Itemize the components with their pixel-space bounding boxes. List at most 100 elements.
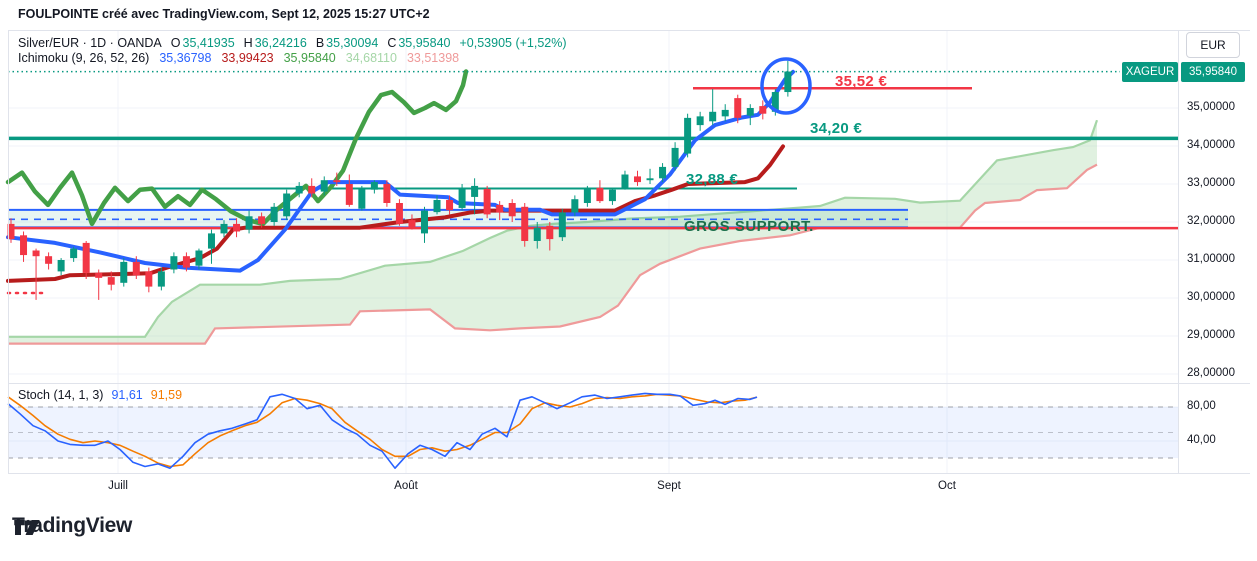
candle bbox=[746, 108, 754, 116]
stoch-axis-label: 40,00 bbox=[1187, 434, 1216, 446]
circle-annotation[interactable] bbox=[760, 57, 812, 115]
stochastic-pane[interactable] bbox=[7, 392, 1178, 470]
candle bbox=[420, 210, 428, 234]
tradingview-footer[interactable]: TradingView bbox=[12, 514, 132, 538]
price-markers bbox=[6, 70, 1120, 295]
candle bbox=[95, 272, 103, 278]
candle bbox=[258, 216, 266, 224]
open-value: O 35,41935 bbox=[170, 36, 235, 50]
candle bbox=[107, 277, 115, 285]
candle bbox=[132, 261, 140, 276]
candle bbox=[696, 116, 704, 126]
chikou-line bbox=[5, 69, 469, 227]
candle bbox=[195, 250, 203, 266]
candle bbox=[295, 185, 303, 194]
watermark-text: FOULPOINTE créé avec TradingView.com, Se… bbox=[18, 7, 430, 21]
candle bbox=[283, 193, 291, 217]
candle bbox=[358, 187, 366, 209]
candle bbox=[395, 203, 403, 224]
candle bbox=[571, 199, 579, 213]
symbol-legend[interactable]: Silver/EUR · 1D · OANDA O 35,41935 H 36,24… bbox=[18, 36, 567, 50]
candle bbox=[496, 204, 504, 213]
price-axis-label: 33,00000 bbox=[1187, 177, 1235, 189]
candle bbox=[771, 92, 779, 112]
stoch-k-line bbox=[7, 392, 758, 470]
candle bbox=[533, 227, 541, 241]
low-value: B 35,30094 bbox=[315, 36, 379, 50]
candle bbox=[370, 182, 378, 190]
last-price-badge: 35,95840 bbox=[1181, 62, 1245, 82]
stoch-legend[interactable]: Stoch (14, 1, 3) 91,61 91,59 bbox=[18, 388, 182, 402]
time-axis-label: Sept bbox=[657, 480, 681, 492]
tenkan-line bbox=[6, 69, 795, 273]
time-axis-label: Juill bbox=[108, 480, 128, 492]
candle bbox=[446, 199, 454, 211]
candle bbox=[646, 178, 654, 181]
candle bbox=[759, 106, 767, 114]
candle bbox=[20, 235, 28, 256]
candle bbox=[684, 117, 692, 154]
candle bbox=[182, 256, 190, 268]
price-axis-label: 31,00000 bbox=[1187, 253, 1235, 265]
candle bbox=[320, 180, 328, 192]
symbol-title[interactable]: Silver/EUR · 1D · OANDA bbox=[18, 36, 162, 50]
candle bbox=[558, 212, 566, 238]
candle bbox=[207, 233, 215, 249]
candle bbox=[583, 187, 591, 203]
stoch-axis-label: 80,00 bbox=[1187, 400, 1216, 412]
candle bbox=[734, 98, 742, 118]
candle bbox=[245, 216, 253, 230]
candle bbox=[671, 147, 679, 167]
candle bbox=[546, 225, 554, 240]
level-3288-label[interactable]: 32,88 € bbox=[686, 171, 739, 188]
resistance-price-label[interactable]: 35,52 € bbox=[835, 73, 888, 90]
high-value: H 36,24216 bbox=[243, 36, 307, 50]
candle bbox=[57, 260, 65, 272]
kijun-value: 33,99423 bbox=[221, 51, 274, 65]
price-axis-label: 34,00000 bbox=[1187, 139, 1235, 151]
currency-button[interactable]: EUR bbox=[1186, 32, 1240, 58]
candle bbox=[608, 189, 616, 202]
ichimoku-legend[interactable]: Ichimoku (9, 26, 52, 26) 35,36798 33,994… bbox=[18, 51, 459, 65]
candle bbox=[659, 166, 667, 179]
candle bbox=[145, 271, 153, 287]
candle bbox=[157, 271, 165, 287]
stoch-title[interactable]: Stoch (14, 1, 3) bbox=[18, 388, 104, 402]
candle bbox=[721, 109, 729, 117]
senkou-a-line bbox=[8, 119, 1099, 338]
candle bbox=[458, 187, 466, 208]
ichimoku-title[interactable]: Ichimoku (9, 26, 52, 26) bbox=[18, 51, 150, 65]
tradingview-logo-icon bbox=[14, 519, 40, 535]
chikou-value: 35,95840 bbox=[283, 51, 336, 65]
candle bbox=[308, 185, 316, 194]
candle bbox=[634, 176, 641, 183]
candle bbox=[70, 248, 78, 259]
price-levels[interactable] bbox=[8, 86, 1178, 230]
price-axis-label: 28,00000 bbox=[1187, 367, 1235, 379]
candle bbox=[120, 261, 128, 283]
candle bbox=[345, 184, 353, 205]
time-axis-label: Août bbox=[394, 480, 418, 492]
candle bbox=[333, 180, 341, 183]
candle bbox=[471, 185, 479, 197]
candle bbox=[508, 203, 516, 217]
candle bbox=[82, 242, 90, 273]
pane-borders bbox=[8, 30, 1250, 474]
candle bbox=[521, 206, 529, 241]
symbol-price-badge: XAGEUR bbox=[1122, 62, 1178, 82]
candlestick-series[interactable] bbox=[7, 60, 792, 300]
candle bbox=[433, 199, 441, 213]
price-axis-label: 32,00000 bbox=[1187, 215, 1235, 227]
watermark-bar: FOULPOINTE créé avec TradingView.com, Se… bbox=[18, 7, 430, 21]
close-value: C 35,95840 bbox=[387, 36, 451, 50]
candle bbox=[7, 223, 15, 240]
support-zone-label[interactable]: GROS SUPPORT. bbox=[684, 218, 814, 235]
candle bbox=[170, 256, 178, 270]
senkou-a-value: 34,68110 bbox=[345, 51, 397, 65]
candle bbox=[270, 206, 278, 222]
tenkan-value: 35,36798 bbox=[159, 51, 212, 65]
level-3420-label[interactable]: 34,20 € bbox=[810, 120, 863, 137]
price-axis-label: 29,00000 bbox=[1187, 329, 1235, 341]
